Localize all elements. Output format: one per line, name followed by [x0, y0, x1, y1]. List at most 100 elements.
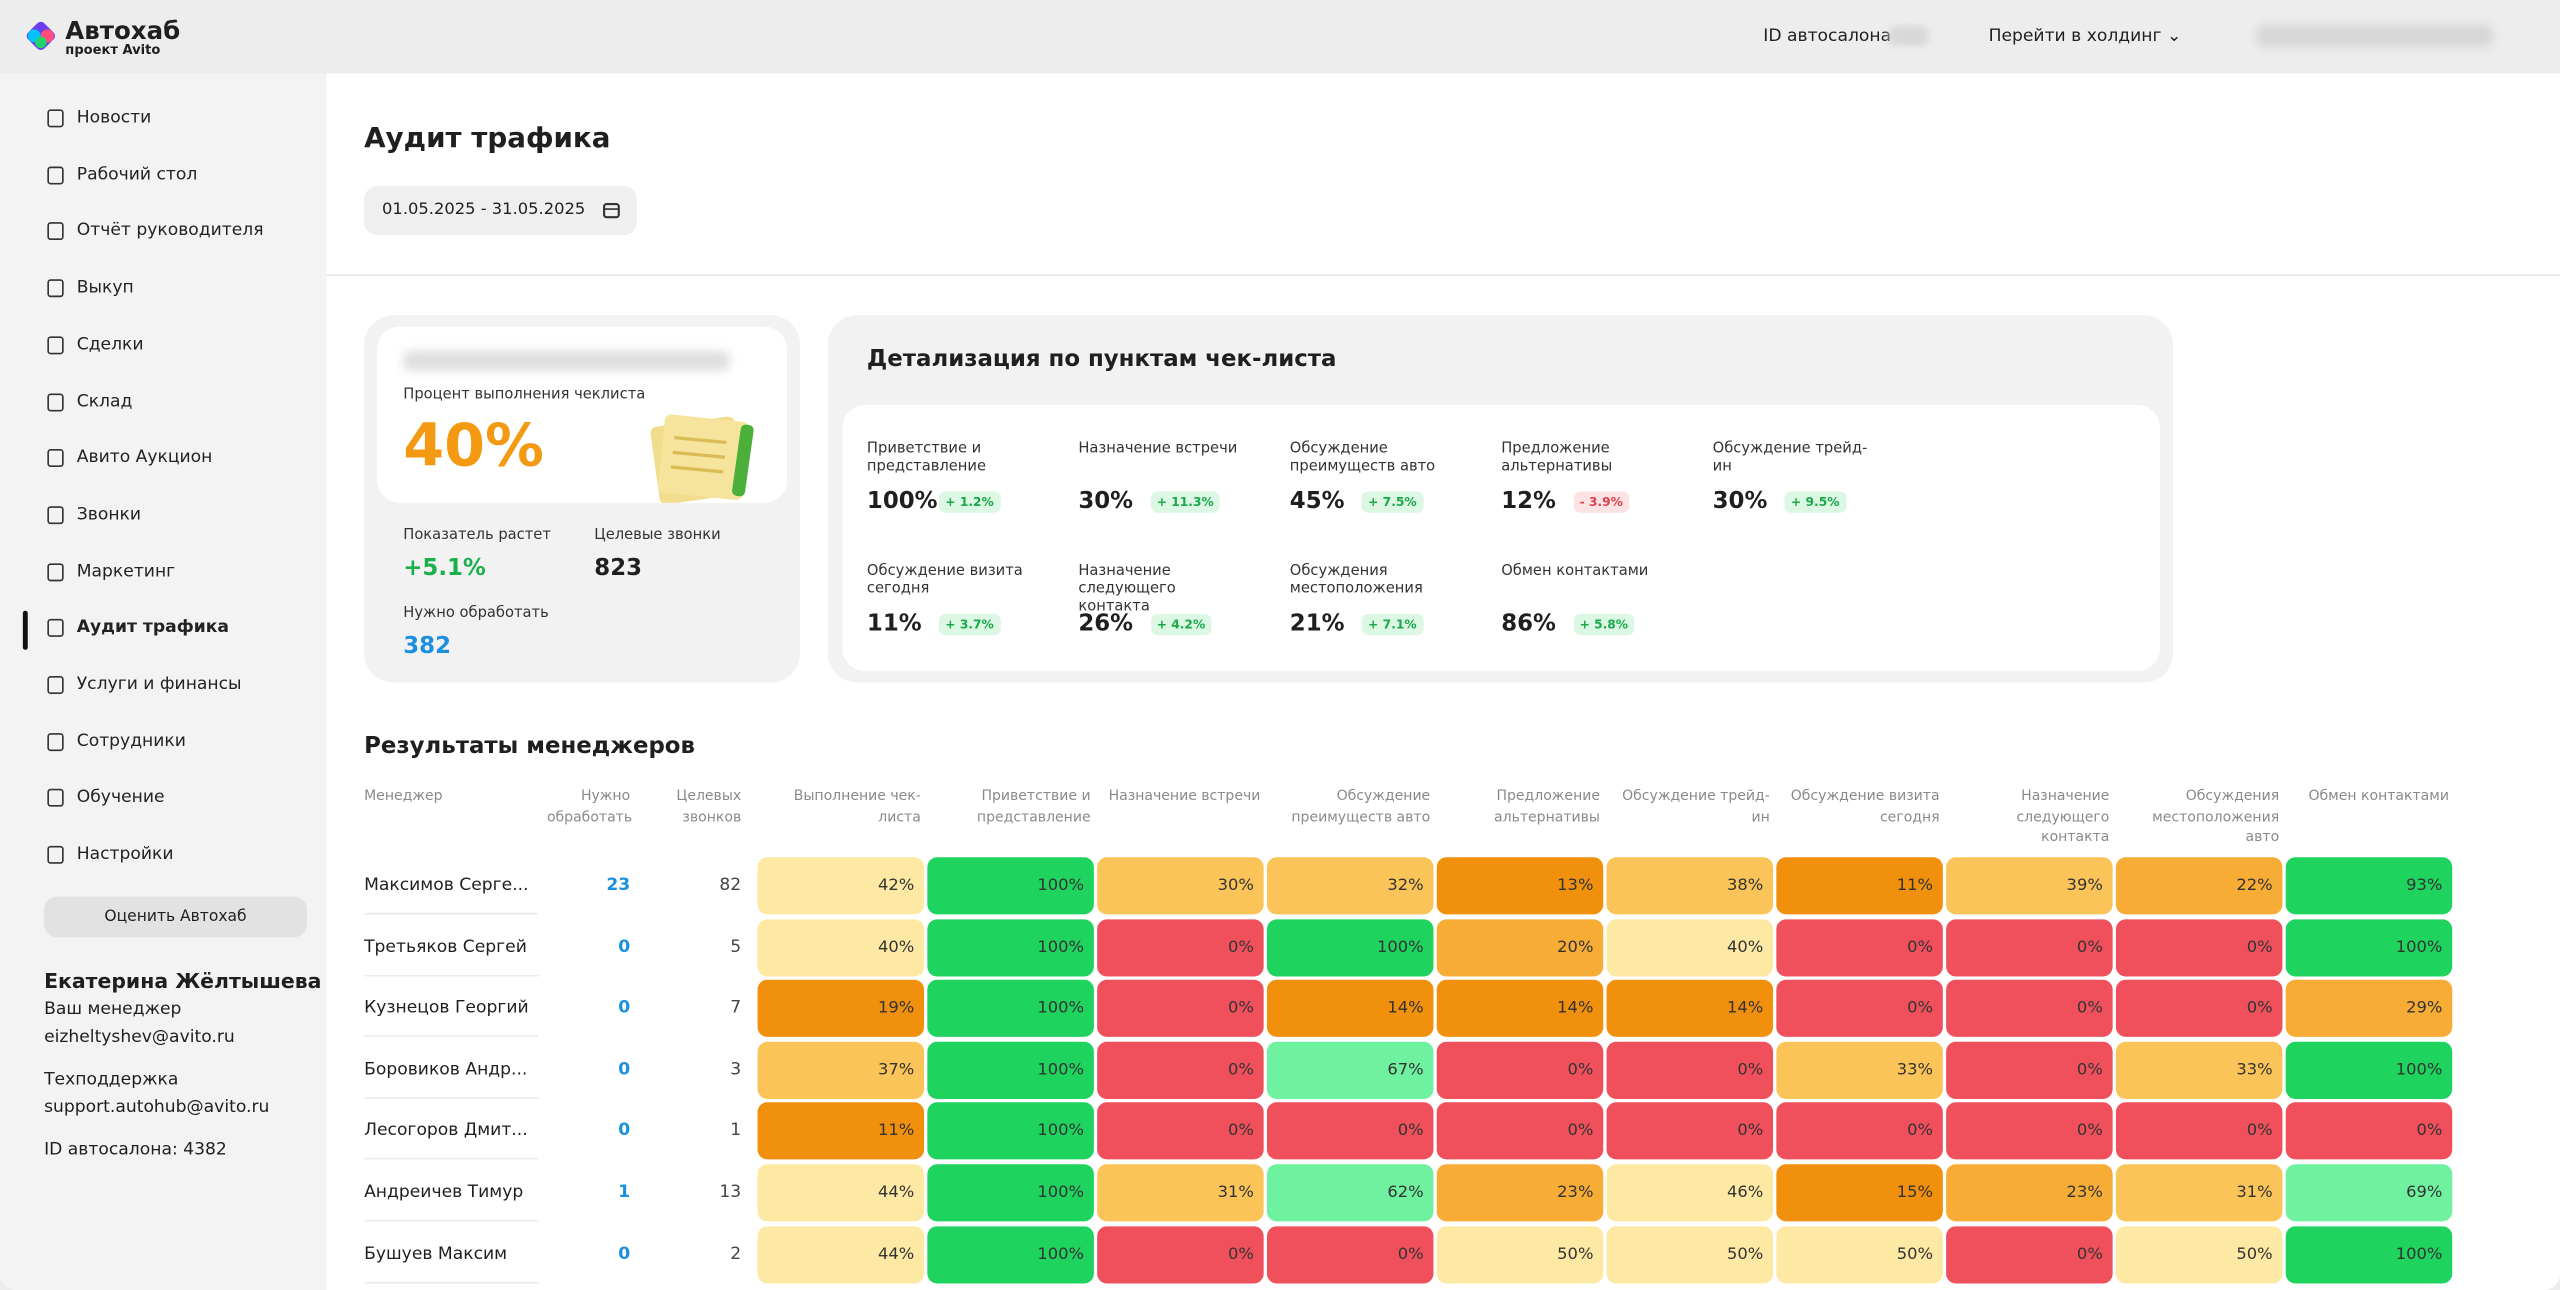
nav-label[interactable]: Настройки: [76, 844, 174, 864]
rate-button[interactable]: Оценить Автохаб: [44, 896, 307, 938]
nav-item[interactable]: Авито Аукцион: [44, 443, 305, 472]
calls-count: 1: [730, 1120, 742, 1141]
checklist-item-delta: - 3.9%: [1573, 491, 1630, 513]
checklist-item-value: 30%: [1078, 488, 1134, 515]
nav-item[interactable]: Рабочий стол: [44, 160, 305, 189]
nav-label[interactable]: Обучение: [76, 787, 165, 808]
heat-cell: 67%: [1266, 1041, 1434, 1099]
checklist-item-label: Предложение альтернативы: [1501, 440, 1613, 476]
checklist-item-delta: + 1.2%: [938, 491, 1001, 513]
nav-item[interactable]: Отчёт руководителя: [44, 216, 305, 245]
heat-cell: 0%: [1776, 1102, 1943, 1161]
todo-count[interactable]: 0: [618, 936, 631, 957]
heat-cell: 100%: [1266, 918, 1434, 976]
heat-cell: 0%: [1436, 1041, 1604, 1099]
date-range[interactable]: 01.05.2025 - 31.05.2025: [382, 200, 586, 219]
heat-cell: 40%: [1606, 918, 1774, 976]
row-separator: [364, 1281, 539, 1283]
nav-item[interactable]: Сотрудники: [44, 726, 305, 755]
heat-cell: 100%: [2285, 918, 2453, 976]
row-separator: [364, 1158, 539, 1161]
heat-cell: 0%: [1097, 980, 1264, 1038]
logo-subtitle: проект Avito: [65, 42, 161, 58]
heat-cell: 0%: [1097, 918, 1264, 976]
nav-icon: [47, 166, 64, 185]
todo-count[interactable]: 0: [618, 1243, 631, 1264]
user-email[interactable]: eizheltyshev@avito.ru: [44, 1027, 235, 1047]
nav-label[interactable]: Склад: [76, 391, 133, 411]
checklist-item-delta: + 5.8%: [1573, 613, 1635, 636]
nav-label[interactable]: Выкуп: [76, 277, 134, 298]
nav-item[interactable]: Аудит трафика: [44, 613, 305, 642]
checklist-item-label: Обсуждение преимуществ авто: [1289, 440, 1436, 476]
nav-icon: [47, 449, 64, 468]
todo-count[interactable]: 0: [618, 998, 631, 1018]
heat-cell: 100%: [2285, 1225, 2453, 1283]
heat-cell: 39%: [1946, 857, 2113, 915]
heat-cell: 0%: [1946, 918, 2113, 976]
nav-item[interactable]: Звонки: [44, 499, 305, 528]
user-role: Ваш менеджер: [44, 999, 182, 1019]
holding-link[interactable]: Перейти в холдинг ⌄: [1988, 26, 2182, 46]
nav-item[interactable]: Сделки: [44, 330, 305, 359]
nav-label[interactable]: Услуги и финансы: [76, 674, 242, 694]
heat-cell: 50%: [2115, 1225, 2283, 1283]
todo-count[interactable]: 0: [618, 1059, 631, 1080]
heat-cell: 22%: [2115, 857, 2283, 915]
manager-name[interactable]: Боровиков Андр...: [364, 1059, 528, 1080]
nav-item[interactable]: Обучение: [44, 783, 305, 812]
nav-item[interactable]: Выкуп: [44, 273, 305, 302]
column-header: Назначение следующего контакта: [2016, 788, 2110, 846]
date-picker[interactable]: 01.05.2025 - 31.05.2025: [364, 186, 637, 236]
nav-label[interactable]: Новости: [76, 107, 152, 128]
nav-label[interactable]: Отчёт руководителя: [76, 221, 264, 241]
nav-label[interactable]: Рабочий стол: [76, 164, 198, 185]
checklist-item-delta: + 7.5%: [1361, 491, 1424, 513]
nav-label[interactable]: Маркетинг: [76, 561, 176, 581]
todo-count[interactable]: 1: [618, 1182, 631, 1202]
manager-name[interactable]: Третьяков Сергей: [364, 936, 527, 957]
nav-item[interactable]: Услуги и финансы: [44, 669, 305, 698]
holding-link-text[interactable]: Перейти в холдинг: [1988, 26, 2162, 46]
todo-count[interactable]: 23: [606, 875, 631, 895]
manager-name[interactable]: Лесогоров Дмит...: [364, 1120, 528, 1141]
manager-name[interactable]: Андреичев Тимур: [364, 1182, 524, 1202]
blurred-account[interactable]: [2256, 24, 2494, 48]
manager-name[interactable]: Максимов Серге...: [364, 875, 529, 895]
nav-icon: [47, 619, 64, 638]
heat-cell: 0%: [1946, 1041, 2113, 1099]
heat-cell: 100%: [927, 857, 1094, 915]
manager-name[interactable]: Кузнецов Георгий: [364, 998, 529, 1018]
support-email[interactable]: support.autohub@avito.ru: [44, 1097, 270, 1117]
heat-cell: 0%: [1946, 1102, 2113, 1161]
heat-cell: 0%: [1266, 1102, 1434, 1161]
manager-name[interactable]: Бушуев Максим: [364, 1243, 508, 1264]
nav-item[interactable]: Маркетинг: [44, 556, 305, 585]
nav-label[interactable]: Авито Аукцион: [76, 447, 213, 468]
todo-value[interactable]: 382: [403, 633, 451, 660]
nav-item[interactable]: Новости: [44, 103, 305, 132]
nav-item[interactable]: Склад: [44, 386, 305, 415]
checklist-item-label: Обсуждение трейд-ин: [1712, 440, 1868, 476]
todo-count[interactable]: 0: [618, 1120, 631, 1141]
nav-label[interactable]: Звонки: [76, 504, 142, 524]
column-header: Менеджер: [364, 788, 443, 806]
nav-label[interactable]: Аудит трафика: [76, 617, 229, 638]
checklist-item-label: Назначение встречи: [1078, 440, 1238, 458]
checklist-item-label: Приветствие и представление: [866, 440, 987, 476]
nav-icon: [47, 222, 64, 241]
calls-value: 823: [594, 555, 643, 582]
checklist-item-delta: + 4.2%: [1150, 613, 1212, 636]
heat-cell: 100%: [927, 918, 1094, 976]
heat-cell: 44%: [757, 1164, 925, 1222]
nav-label[interactable]: Сотрудники: [76, 731, 186, 751]
column-header: Обсуждение трейд-ин: [1622, 788, 1770, 826]
logo-title[interactable]: Автохаб: [65, 16, 181, 46]
heat-cell: 0%: [1776, 918, 1943, 976]
heat-cell: 62%: [1266, 1164, 1434, 1222]
heat-cell: 44%: [757, 1225, 925, 1283]
nav-label[interactable]: Сделки: [76, 334, 144, 355]
salon-id-label: ID автосалона: [1763, 26, 1892, 46]
nav-item[interactable]: Настройки: [44, 839, 305, 868]
growth-value: +5.1%: [403, 555, 486, 582]
